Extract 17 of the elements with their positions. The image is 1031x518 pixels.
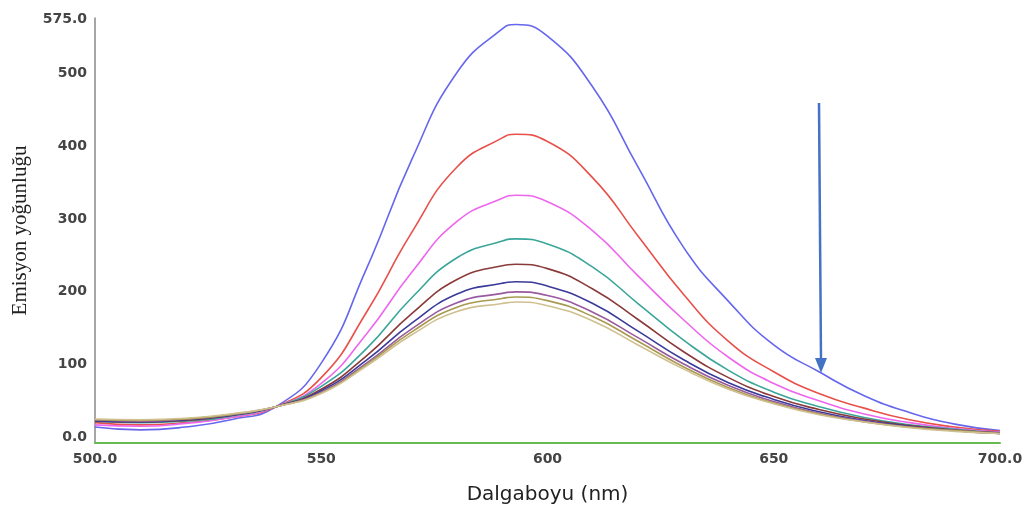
y-axis-title: Emisyon yoğunluğu bbox=[6, 145, 31, 316]
line-series bbox=[94, 194, 1001, 433]
line-series bbox=[94, 133, 1001, 433]
x-tick-label: 700.0 bbox=[977, 450, 1023, 466]
y-tick-label: 500 bbox=[57, 64, 88, 81]
y-tick-label: 400 bbox=[57, 137, 88, 154]
x-axis-title: Dalgaboyu (nm) bbox=[466, 481, 629, 505]
x-tick-label: 600 bbox=[532, 450, 563, 466]
y-tick-label: 575.0 bbox=[42, 10, 88, 26]
x-tick-label: 500.0 bbox=[72, 450, 118, 466]
x-tick-label: 550 bbox=[306, 450, 337, 466]
line-series bbox=[94, 23, 1001, 432]
y-tick-label: 200 bbox=[57, 282, 88, 299]
x-tick-label: 650 bbox=[759, 450, 789, 466]
y-tick-label: 300 bbox=[57, 209, 88, 226]
y-tick-label: 0.0 bbox=[62, 427, 88, 444]
y-tick-label: 100 bbox=[57, 355, 88, 372]
